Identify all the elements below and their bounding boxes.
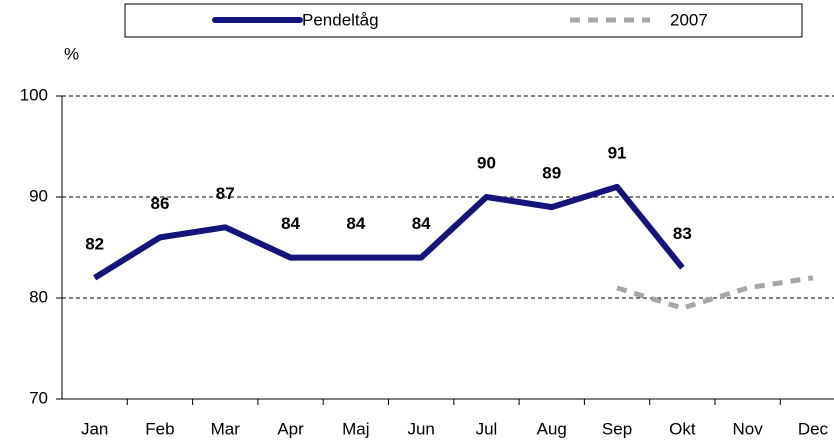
legend-label: Pendeltåg xyxy=(302,10,379,29)
data-label: 82 xyxy=(85,234,104,253)
y-tick-label: 70 xyxy=(29,388,48,407)
x-tick-label: Dec xyxy=(798,419,829,438)
data-label: 84 xyxy=(346,214,365,233)
x-tick-label: Jun xyxy=(407,419,434,438)
data-label: 84 xyxy=(412,214,431,233)
x-tick-label: Feb xyxy=(145,419,174,438)
x-tick-label: Okt xyxy=(669,419,696,438)
data-label: 90 xyxy=(477,153,496,172)
x-tick-label: Jan xyxy=(81,419,108,438)
y-tick-label: 80 xyxy=(29,287,48,306)
x-tick-label: Maj xyxy=(342,419,369,438)
data-label: 91 xyxy=(608,143,627,162)
y-tick-label: 90 xyxy=(29,186,48,205)
series-line xyxy=(616,275,814,311)
x-tick-label: Aug xyxy=(537,419,567,438)
x-tick-label: Jul xyxy=(476,419,498,438)
x-tick-label: Nov xyxy=(733,419,764,438)
y-tick-label: 100 xyxy=(20,85,48,104)
data-label: 83 xyxy=(673,224,692,243)
x-tick-label: Sep xyxy=(602,419,632,438)
x-tick-label: Apr xyxy=(277,419,304,438)
x-tick-label: Mar xyxy=(211,419,241,438)
series-line xyxy=(93,183,685,281)
data-label: 86 xyxy=(150,194,169,213)
data-label: 87 xyxy=(216,184,235,203)
data-label: 84 xyxy=(281,214,300,233)
data-label: 89 xyxy=(542,164,561,183)
legend-label: 2007 xyxy=(670,10,708,29)
y-axis-label: % xyxy=(64,44,79,63)
